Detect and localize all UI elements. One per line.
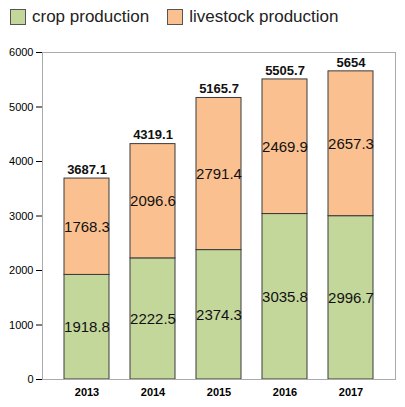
svg-text:2791.4: 2791.4 [196,165,242,182]
svg-text:2017: 2017 [339,386,363,398]
svg-text:5505.7: 5505.7 [265,63,305,78]
svg-text:5000: 5000 [9,101,33,113]
svg-text:3000: 3000 [9,210,33,222]
svg-text:5654: 5654 [337,55,367,70]
svg-text:2469.9: 2469.9 [262,138,308,155]
svg-text:2096.6: 2096.6 [130,192,176,209]
svg-text:2000: 2000 [9,264,33,276]
svg-text:2996.7: 2996.7 [328,289,374,306]
svg-text:2657.3: 2657.3 [328,135,374,152]
svg-text:2013: 2013 [75,386,99,398]
svg-text:0: 0 [27,373,33,385]
svg-text:1768.3: 1768.3 [64,218,110,235]
html-text:crop production: crop production [32,7,150,26]
svg-text:2374.3: 2374.3 [196,306,242,323]
svg-text:5165.7: 5165.7 [199,81,239,96]
svg-text:3687.1: 3687.1 [67,162,107,177]
html-text:livestock production: livestock production [189,7,339,26]
svg-text:4000: 4000 [9,155,33,167]
svg-text:1918.8: 1918.8 [64,318,110,335]
svg-text:1000: 1000 [9,319,33,331]
svg-text:4319.1: 4319.1 [133,127,173,142]
svg-text:6000: 6000 [9,46,33,58]
svg-text:3035.8: 3035.8 [262,288,308,305]
svg-text:2016: 2016 [273,386,297,398]
svg-text:2014: 2014 [141,386,166,398]
svg-text:2015: 2015 [207,386,231,398]
svg-text:2222.5: 2222.5 [130,310,176,327]
